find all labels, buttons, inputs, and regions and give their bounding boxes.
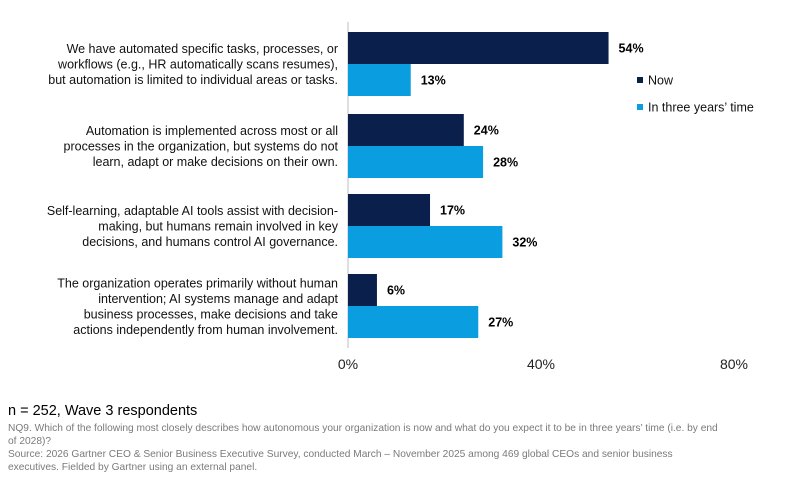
bar-chart: 54% 13% We have automated specific tasks, … — [47, 22, 754, 372]
legend-label: In three years’ time — [648, 101, 754, 115]
bar-now-4 — [348, 274, 377, 306]
data-label: 13% — [421, 74, 446, 88]
data-label: 28% — [493, 156, 518, 170]
source-note: Source: 2026 Gartner CEO & Senior Busine… — [8, 449, 673, 473]
category-label-2: Automation is implemented across most or… — [64, 124, 339, 169]
x-tick-label: 0% — [338, 356, 358, 372]
sample-size-note: n = 252, Wave 3 respondents — [8, 403, 198, 419]
legend-swatch-now — [637, 77, 643, 83]
bar-three-years-2 — [348, 146, 484, 178]
data-label: 27% — [488, 316, 513, 330]
category-label-1: We have automated specific tasks, proces… — [48, 42, 338, 87]
x-tick-label: 40% — [527, 356, 555, 372]
bar-now-2 — [348, 114, 464, 146]
legend-swatch-three-years — [637, 104, 643, 110]
bar-now-3 — [348, 194, 431, 226]
x-tick-label: 80% — [720, 356, 748, 372]
category-label-4: The organization operates primarily with… — [57, 276, 338, 337]
data-label: 17% — [440, 204, 465, 218]
data-label: 24% — [474, 124, 499, 138]
data-label: 6% — [387, 284, 405, 298]
bar-three-years-1 — [348, 64, 411, 96]
legend-label: Now — [648, 74, 674, 88]
bar-three-years-3 — [348, 226, 503, 258]
data-label: 54% — [619, 42, 644, 56]
survey-question-note: NQ9. Which of the following most closely… — [8, 423, 718, 447]
data-label: 32% — [512, 236, 537, 250]
category-label-3: Self-learning, adaptable AI tools assist… — [47, 204, 339, 249]
bar-now-1 — [348, 32, 609, 64]
bar-three-years-4 — [348, 306, 479, 338]
